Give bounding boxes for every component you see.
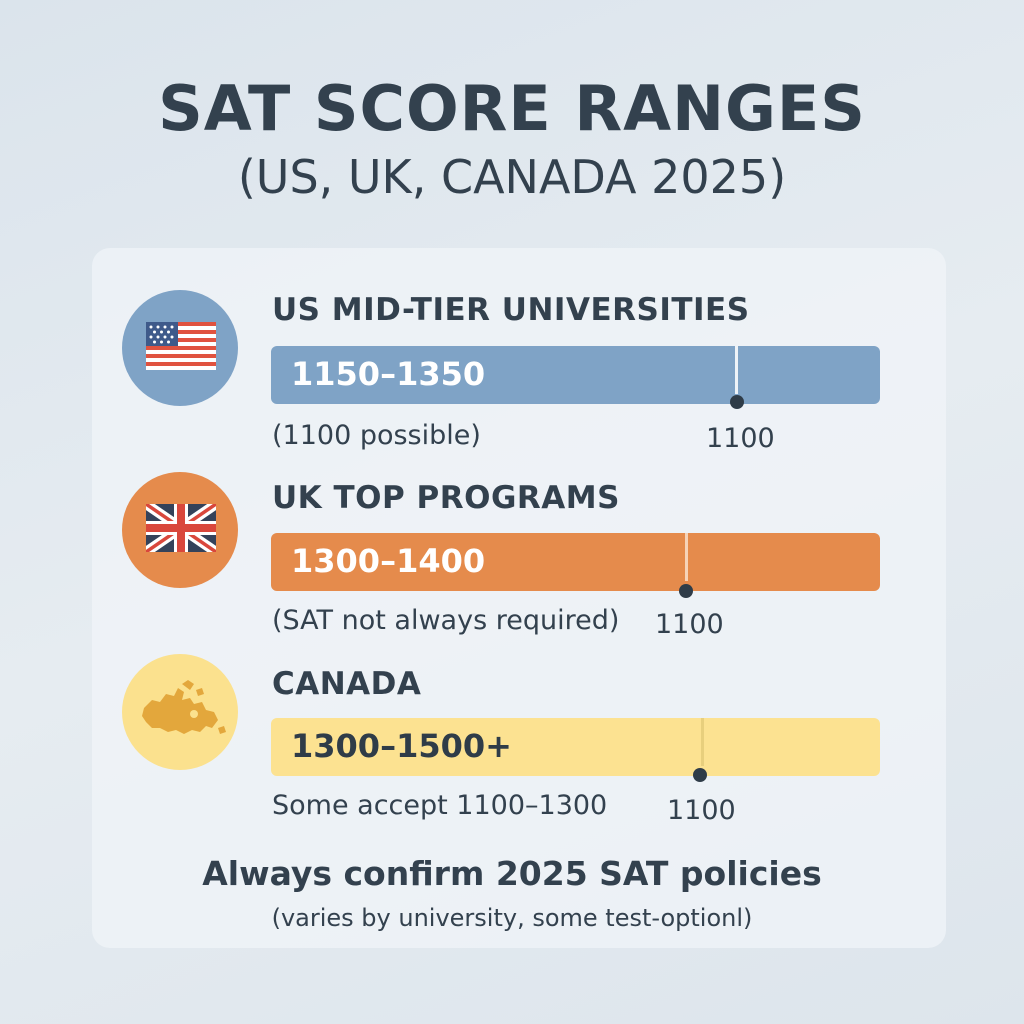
us-flag-badge — [122, 290, 238, 406]
section-canada: CANADA 1300–1500+ Some accept 1100–1300 … — [0, 0, 1024, 826]
uk-marker-label: 1100 — [655, 609, 724, 640]
footer-note: (varies by university, some test-optionl… — [271, 904, 753, 932]
canada-range-bar: 1300–1500+ — [271, 718, 880, 782]
canada-section-title: CANADA — [272, 666, 422, 702]
page-title: SAT SCORE RANGES — [158, 72, 866, 145]
us-marker-label: 1100 — [706, 423, 775, 454]
us-flag-icon — [146, 322, 216, 370]
us-range-label: 1150–1350 — [291, 355, 486, 393]
uk-flag-badge — [122, 472, 238, 588]
us-note: (1100 possible) — [272, 420, 481, 451]
uk-range-label: 1300–1400 — [291, 542, 486, 580]
section-uk: UK TOP PROGRAMS 1300–1400 (SAT not alway… — [0, 0, 1024, 640]
canada-note: Some accept 1100–1300 — [272, 790, 608, 821]
us-marker-line — [735, 346, 738, 394]
section-us: US MID-TIER UNIVERSITIES 1150–1350 (1100… — [0, 0, 1024, 454]
canada-map-badge — [122, 654, 238, 770]
uk-range-bar: 1300–1400 — [271, 533, 880, 598]
uk-note: (SAT not always required) — [272, 605, 620, 636]
canada-marker-label: 1100 — [667, 795, 736, 826]
canada-marker-line — [701, 718, 704, 766]
uk-flag-icon — [146, 504, 216, 552]
us-range-bar: 1150–1350 — [271, 346, 880, 409]
uk-section-title: UK TOP PROGRAMS — [272, 480, 620, 516]
footer-headline: Always confirm 2025 SAT policies — [202, 854, 822, 893]
us-marker-dot — [730, 395, 744, 409]
page-subtitle: (US, UK, CANADA 2025) — [237, 150, 787, 204]
us-section-title: US MID-TIER UNIVERSITIES — [272, 292, 750, 328]
canada-map-icon — [142, 680, 226, 734]
uk-marker-line — [685, 533, 688, 581]
canada-range-label: 1300–1500+ — [291, 727, 512, 765]
uk-marker-dot — [679, 584, 693, 598]
canada-marker-dot — [693, 768, 707, 782]
